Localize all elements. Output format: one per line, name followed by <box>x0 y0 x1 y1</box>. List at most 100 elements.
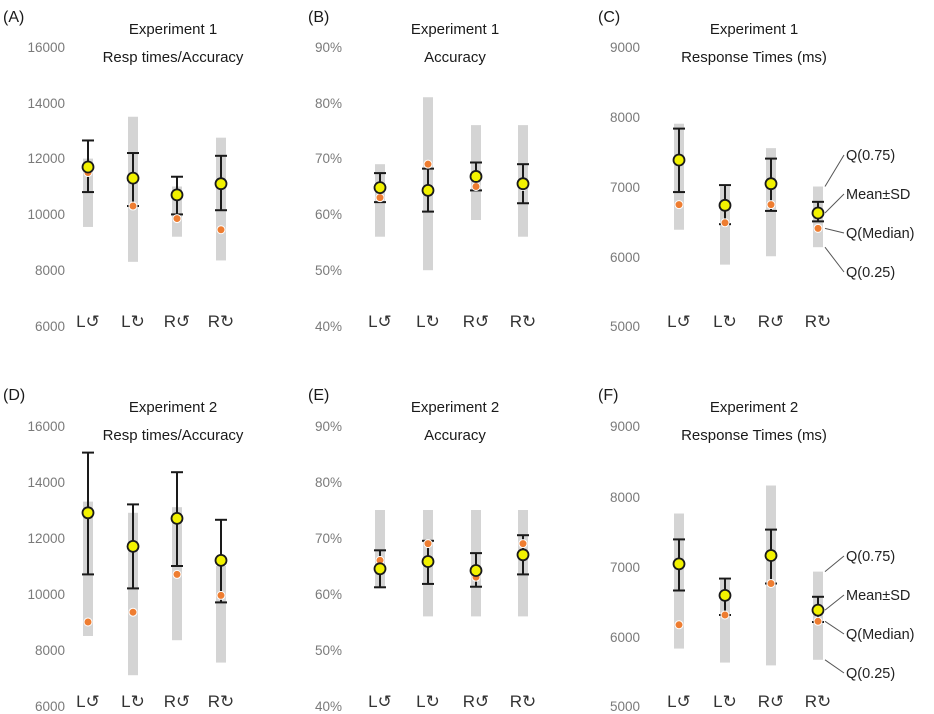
y-tick-label: 14000 <box>27 96 65 111</box>
panel-a: (A)Experiment 1Resp times/Accuracy600080… <box>3 9 244 334</box>
chart-title-line-2: Resp times/Accuracy <box>103 427 244 444</box>
panel-b: (B)Experiment 1Accuracy40%50%60%70%80%90… <box>308 9 536 334</box>
mean-point <box>674 154 685 165</box>
median-point <box>767 201 775 209</box>
median-point <box>173 570 181 578</box>
chart-title-line-1: Experiment 2 <box>129 399 217 416</box>
x-tick-label: R↺ <box>164 692 191 711</box>
y-tick-label: 40% <box>315 319 342 334</box>
y-tick-label: 16000 <box>27 40 65 55</box>
panel-label: (D) <box>3 387 25 404</box>
legend-leader-line <box>825 556 844 572</box>
legend-leader-line <box>825 621 844 634</box>
y-tick-label: 10000 <box>27 207 65 222</box>
chart-title-line-2: Response Times (ms) <box>681 427 827 444</box>
y-tick-label: 9000 <box>610 419 640 434</box>
median-point <box>472 183 480 191</box>
x-tick-label: R↺ <box>164 312 191 331</box>
median-point <box>424 540 432 548</box>
y-tick-label: 12000 <box>27 531 65 546</box>
x-tick-label: R↺ <box>758 692 785 711</box>
x-tick-label: L↺ <box>667 692 691 711</box>
x-tick-label: R↻ <box>510 692 537 711</box>
x-tick-label: R↺ <box>463 312 490 331</box>
y-tick-label: 6000 <box>610 630 640 645</box>
median-point <box>129 202 137 210</box>
mean-point <box>813 208 824 219</box>
y-tick-label: 10000 <box>27 587 65 602</box>
legend-leader-line <box>825 228 844 233</box>
x-tick-label: L↺ <box>76 312 100 331</box>
median-point <box>376 194 384 202</box>
mean-point <box>766 550 777 561</box>
median-point <box>129 608 137 616</box>
mean-point <box>766 178 777 189</box>
median-point <box>84 618 92 626</box>
y-tick-label: 5000 <box>610 699 640 714</box>
y-tick-label: 8000 <box>35 263 65 278</box>
median-point <box>721 611 729 619</box>
y-tick-label: 5000 <box>610 319 640 334</box>
x-tick-label: L↻ <box>416 692 440 711</box>
legend-label: Q(Median) <box>846 627 915 643</box>
y-tick-label: 60% <box>315 207 342 222</box>
legend-label: Q(0.25) <box>846 265 895 281</box>
mean-point <box>813 605 824 616</box>
y-tick-label: 14000 <box>27 475 65 490</box>
median-point <box>721 219 729 227</box>
y-tick-label: 70% <box>315 151 342 166</box>
x-tick-label: L↺ <box>76 692 100 711</box>
mean-point <box>423 556 434 567</box>
legend-label: Mean±SD <box>846 588 910 604</box>
mean-point <box>471 565 482 576</box>
y-tick-label: 16000 <box>27 419 65 434</box>
panel-label: (B) <box>308 9 329 26</box>
y-tick-label: 6000 <box>35 699 65 714</box>
legend-leader-line <box>825 247 844 272</box>
x-tick-label: L↻ <box>416 312 440 331</box>
panel-label: (F) <box>598 387 618 404</box>
legend-annotation: Q(0.75)Mean±SDQ(Median)Q(0.25) <box>825 148 915 281</box>
y-tick-label: 90% <box>315 40 342 55</box>
x-tick-label: L↻ <box>121 312 145 331</box>
legend-leader-line <box>825 155 844 187</box>
median-point <box>675 621 683 629</box>
median-point <box>675 201 683 209</box>
x-tick-label: L↻ <box>713 312 737 331</box>
mean-point <box>216 555 227 566</box>
x-tick-label: L↺ <box>368 312 392 331</box>
x-tick-label: R↻ <box>805 312 832 331</box>
x-tick-label: L↺ <box>667 312 691 331</box>
legend-label: Q(0.75) <box>846 148 895 164</box>
mean-point <box>518 178 529 189</box>
x-tick-label: L↻ <box>121 692 145 711</box>
panel-f: (F) Experiment 2 Response Times (ms) 5000 60… <box>598 387 831 714</box>
y-tick-label: 6000 <box>35 319 65 334</box>
chart-title-line-2: Resp times/Accuracy <box>103 49 244 66</box>
median-point <box>519 540 527 548</box>
mean-point <box>216 178 227 189</box>
y-tick-label: 8000 <box>610 110 640 125</box>
mean-point <box>720 200 731 211</box>
median-point <box>173 215 181 223</box>
y-tick-label: 70% <box>315 531 342 546</box>
y-tick-label: 60% <box>315 587 342 602</box>
legend-label: Mean±SD <box>846 187 910 203</box>
panel-e: (E)Experiment 2Accuracy40%50%60%70%80%90… <box>308 387 536 714</box>
y-tick-label: 50% <box>315 643 342 658</box>
y-tick-label: 9000 <box>610 40 640 55</box>
y-tick-label: 6000 <box>610 250 640 265</box>
y-tick-label: 40% <box>315 699 342 714</box>
panel-label: (C) <box>598 9 620 26</box>
mean-point <box>375 182 386 193</box>
chart-title-line-1: Experiment 1 <box>710 21 798 38</box>
panel-label: (E) <box>308 387 329 404</box>
x-tick-label: R↻ <box>805 692 832 711</box>
y-tick-label: 80% <box>315 475 342 490</box>
median-point <box>814 224 822 232</box>
y-tick-label: 50% <box>315 263 342 278</box>
mean-point <box>518 549 529 560</box>
x-tick-label: R↺ <box>758 312 785 331</box>
mean-point <box>423 185 434 196</box>
mean-point <box>674 558 685 569</box>
